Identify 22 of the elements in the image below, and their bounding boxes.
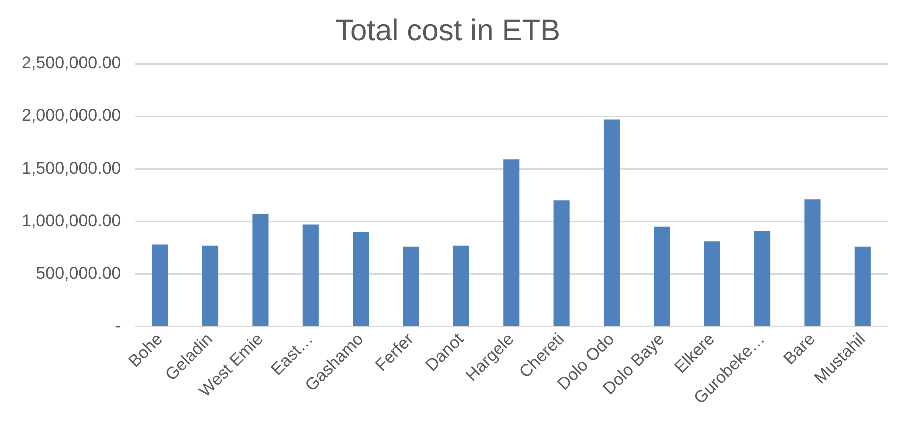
bar: [654, 226, 670, 326]
bar: [252, 214, 269, 326]
y-tick-label: -: [116, 316, 122, 336]
bar: [554, 200, 570, 326]
bar: [403, 246, 420, 326]
bar: [453, 246, 470, 326]
bar: [754, 231, 771, 326]
bar: [202, 246, 219, 326]
bar: [704, 242, 720, 326]
bar: [804, 200, 821, 326]
bar: [353, 232, 370, 326]
y-tick-label: 1,500,000.00: [22, 158, 122, 178]
y-tick-label: 2,500,000.00: [22, 54, 122, 73]
bar: [302, 224, 319, 326]
y-tick-label: 2,000,000.00: [22, 106, 122, 126]
y-tick-label: 500,000.00: [36, 264, 122, 283]
bar: [854, 246, 871, 326]
bar: [152, 244, 168, 326]
y-tick-label: 1,000,000.00: [22, 211, 122, 230]
bar: [504, 160, 520, 326]
chart-title: Total cost in ETB: [335, 14, 561, 48]
bar: [604, 120, 620, 326]
